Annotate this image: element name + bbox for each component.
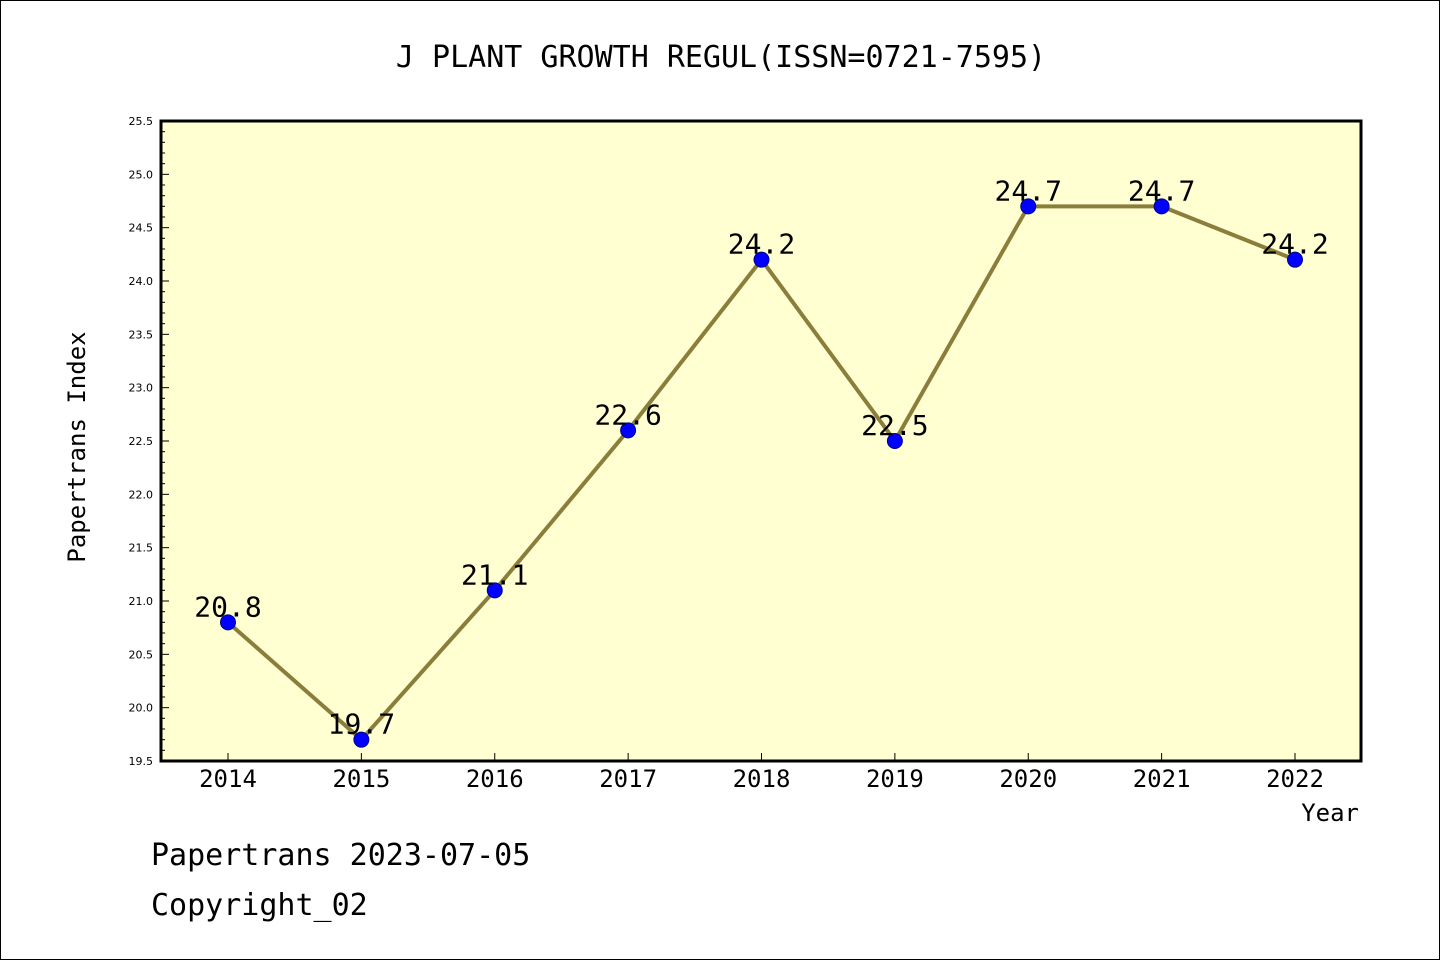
- data-point: [220, 614, 236, 631]
- x-tick-label: 2017: [599, 765, 657, 793]
- data-label: 24.7: [1128, 174, 1195, 207]
- x-tick-label: 2022: [1266, 765, 1324, 793]
- footer-date: Papertrans 2023-07-05: [151, 838, 530, 873]
- y-tick-label: 25.5: [129, 115, 154, 128]
- data-labels-layer: 20.8 19.7 21.1 22.6 24.2 22.5 24.7 24.7 24.2: [194, 174, 1328, 740]
- data-point: [1153, 198, 1170, 215]
- data-label: 22.6: [594, 398, 661, 431]
- y-tick-label: 22.0: [129, 488, 154, 501]
- y-tick-label: 22.5: [129, 435, 154, 448]
- data-point: [753, 251, 770, 268]
- x-tick-label: 2014: [199, 765, 257, 793]
- y-tick-label: 20.5: [129, 648, 154, 661]
- data-label: 22.5: [861, 409, 928, 442]
- y-tick-label: 20.0: [129, 702, 154, 715]
- plot-area: [161, 121, 1361, 761]
- x-axis-label: Year: [1301, 799, 1359, 827]
- data-point: [886, 433, 903, 449]
- data-label: 24.2: [1261, 228, 1328, 261]
- x-tick-label: 2018: [733, 765, 791, 793]
- plot-border: [159, 119, 1363, 763]
- y-tick-label: 25.0: [129, 168, 154, 181]
- y-axis-label: Papertrans Index: [63, 331, 91, 562]
- data-point: [1287, 251, 1303, 268]
- chart-title: J PLANT GROWTH REGUL(ISSN=0721-7595): [396, 40, 1046, 75]
- y-tick-label: 24.0: [129, 275, 154, 288]
- series-layer: [220, 198, 1303, 748]
- x-tick-label: 2021: [1133, 765, 1191, 793]
- y-tick-label: 21.5: [129, 542, 154, 555]
- data-point: [486, 582, 503, 599]
- data-point: [353, 731, 370, 748]
- x-tick-label: 2015: [332, 765, 390, 793]
- footer-copyright: Copyright_02: [151, 888, 368, 923]
- data-label: 19.7: [328, 708, 395, 741]
- y-tick-label: 19.5: [129, 755, 154, 768]
- data-point: [1020, 198, 1037, 215]
- data-label: 24.2: [728, 228, 795, 261]
- y-tick-label: 23.0: [129, 382, 154, 395]
- x-tick-label: 2019: [866, 765, 924, 793]
- y-tick-label: 21.0: [129, 595, 154, 608]
- x-tick-label: 2020: [999, 765, 1057, 793]
- x-axis: 2014 2015 2016 2017 2018 2019 2020 2021 2022: [199, 753, 1324, 793]
- data-label: 21.1: [461, 558, 528, 591]
- x-tick-label: 2016: [466, 765, 524, 793]
- data-point: [620, 422, 637, 439]
- data-label: 24.7: [995, 174, 1062, 207]
- y-tick-label: 24.5: [129, 222, 154, 235]
- y-axis: 19.5 20.0 20.5 21.0 21.5 22.0 22.5 23.0 23.5 24.0…: [129, 115, 169, 768]
- data-label: 20.8: [194, 590, 261, 623]
- y-tick-label: 23.5: [129, 328, 154, 341]
